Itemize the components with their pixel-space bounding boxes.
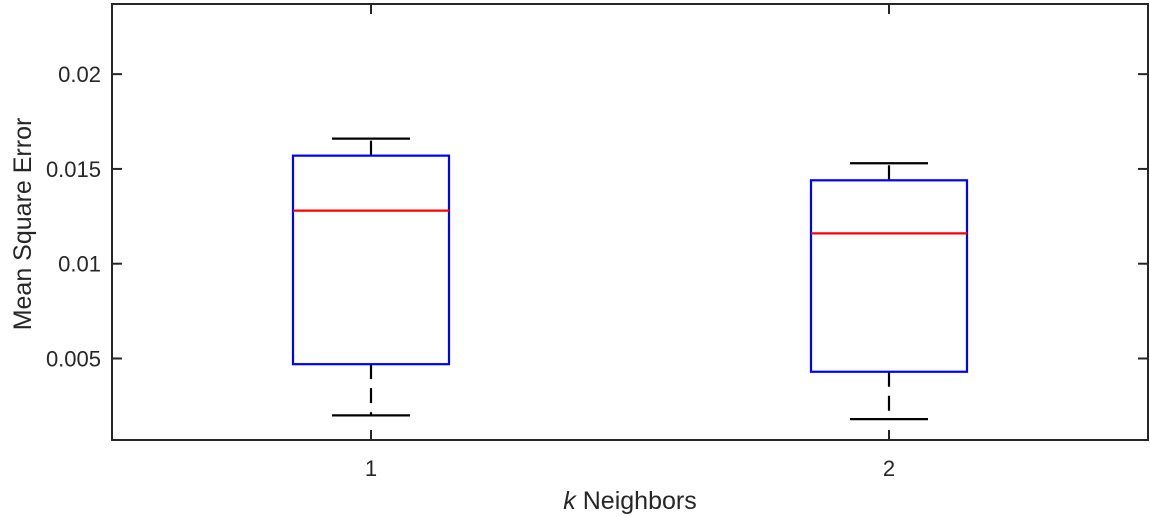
plot-frame [111,3,1149,441]
interquartile-box [809,179,969,373]
x-axis-label-text: Neighbors [576,487,697,515]
box-2 [809,162,969,421]
y-axis: 0.005 0.01 0.015 0.02 [46,62,1148,371]
y-tick-label: 0.005 [46,346,101,371]
interquartile-box [291,154,451,366]
axes-frame [111,3,1149,441]
x-tick-label: 1 [365,456,377,481]
x-axis-label: k Neighbors [563,487,696,515]
plot-area [291,137,969,421]
box-1 [291,137,451,417]
y-tick-label: 0.015 [46,157,101,182]
y-tick-label: 0.01 [58,252,101,277]
x-tick-label: 2 [883,456,895,481]
y-tick-label: 0.02 [58,62,101,87]
y-axis-label: Mean Square Error [9,118,37,331]
x-axis-label-variable: k [563,487,577,515]
